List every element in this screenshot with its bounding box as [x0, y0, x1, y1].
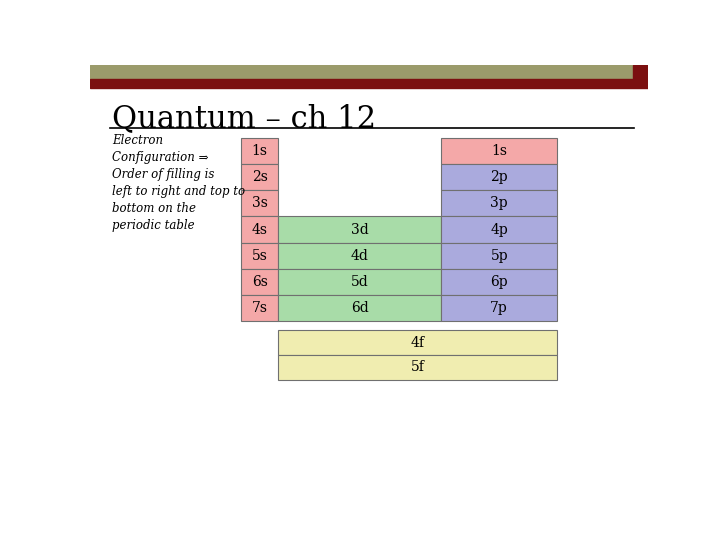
- Text: 2p: 2p: [490, 170, 508, 184]
- Bar: [632, 65, 648, 79]
- Bar: [241, 217, 279, 242]
- Text: Electron
Configuration ⇒
Order of filling is
left to right and top to
bottom on : Electron Configuration ⇒ Order of fillin…: [112, 134, 245, 232]
- Text: 4s: 4s: [252, 222, 268, 237]
- Text: 3s: 3s: [252, 197, 268, 211]
- Text: 4f: 4f: [411, 336, 425, 350]
- Bar: [279, 295, 441, 321]
- Bar: [241, 164, 279, 190]
- Text: 6p: 6p: [490, 275, 508, 289]
- Text: 5p: 5p: [490, 249, 508, 263]
- Text: 1s: 1s: [252, 144, 268, 158]
- Text: 5s: 5s: [252, 249, 268, 263]
- Text: 4p: 4p: [490, 222, 508, 237]
- Bar: [241, 242, 279, 269]
- Text: 7p: 7p: [490, 301, 508, 315]
- Bar: [441, 269, 557, 295]
- Bar: [441, 138, 557, 164]
- Text: Quantum – ch 12: Quantum – ch 12: [112, 103, 376, 134]
- Bar: [241, 190, 279, 217]
- Text: 5f: 5f: [411, 360, 425, 374]
- Bar: [279, 330, 557, 355]
- Text: 6d: 6d: [351, 301, 369, 315]
- Bar: [90, 79, 648, 88]
- Bar: [441, 190, 557, 217]
- Bar: [279, 269, 441, 295]
- Bar: [279, 355, 557, 380]
- Text: 1s: 1s: [491, 144, 507, 158]
- Bar: [241, 295, 279, 321]
- Bar: [441, 242, 557, 269]
- Bar: [241, 269, 279, 295]
- Bar: [241, 138, 279, 164]
- Text: 6s: 6s: [252, 275, 268, 289]
- Bar: [441, 295, 557, 321]
- Bar: [279, 242, 441, 269]
- Text: 4d: 4d: [351, 249, 369, 263]
- Bar: [279, 217, 441, 242]
- Text: 3p: 3p: [490, 197, 508, 211]
- Bar: [441, 217, 557, 242]
- Text: 7s: 7s: [252, 301, 268, 315]
- Bar: [441, 164, 557, 190]
- Text: 2s: 2s: [252, 170, 268, 184]
- Text: 5d: 5d: [351, 275, 369, 289]
- Text: 3d: 3d: [351, 222, 369, 237]
- Bar: [90, 65, 632, 79]
